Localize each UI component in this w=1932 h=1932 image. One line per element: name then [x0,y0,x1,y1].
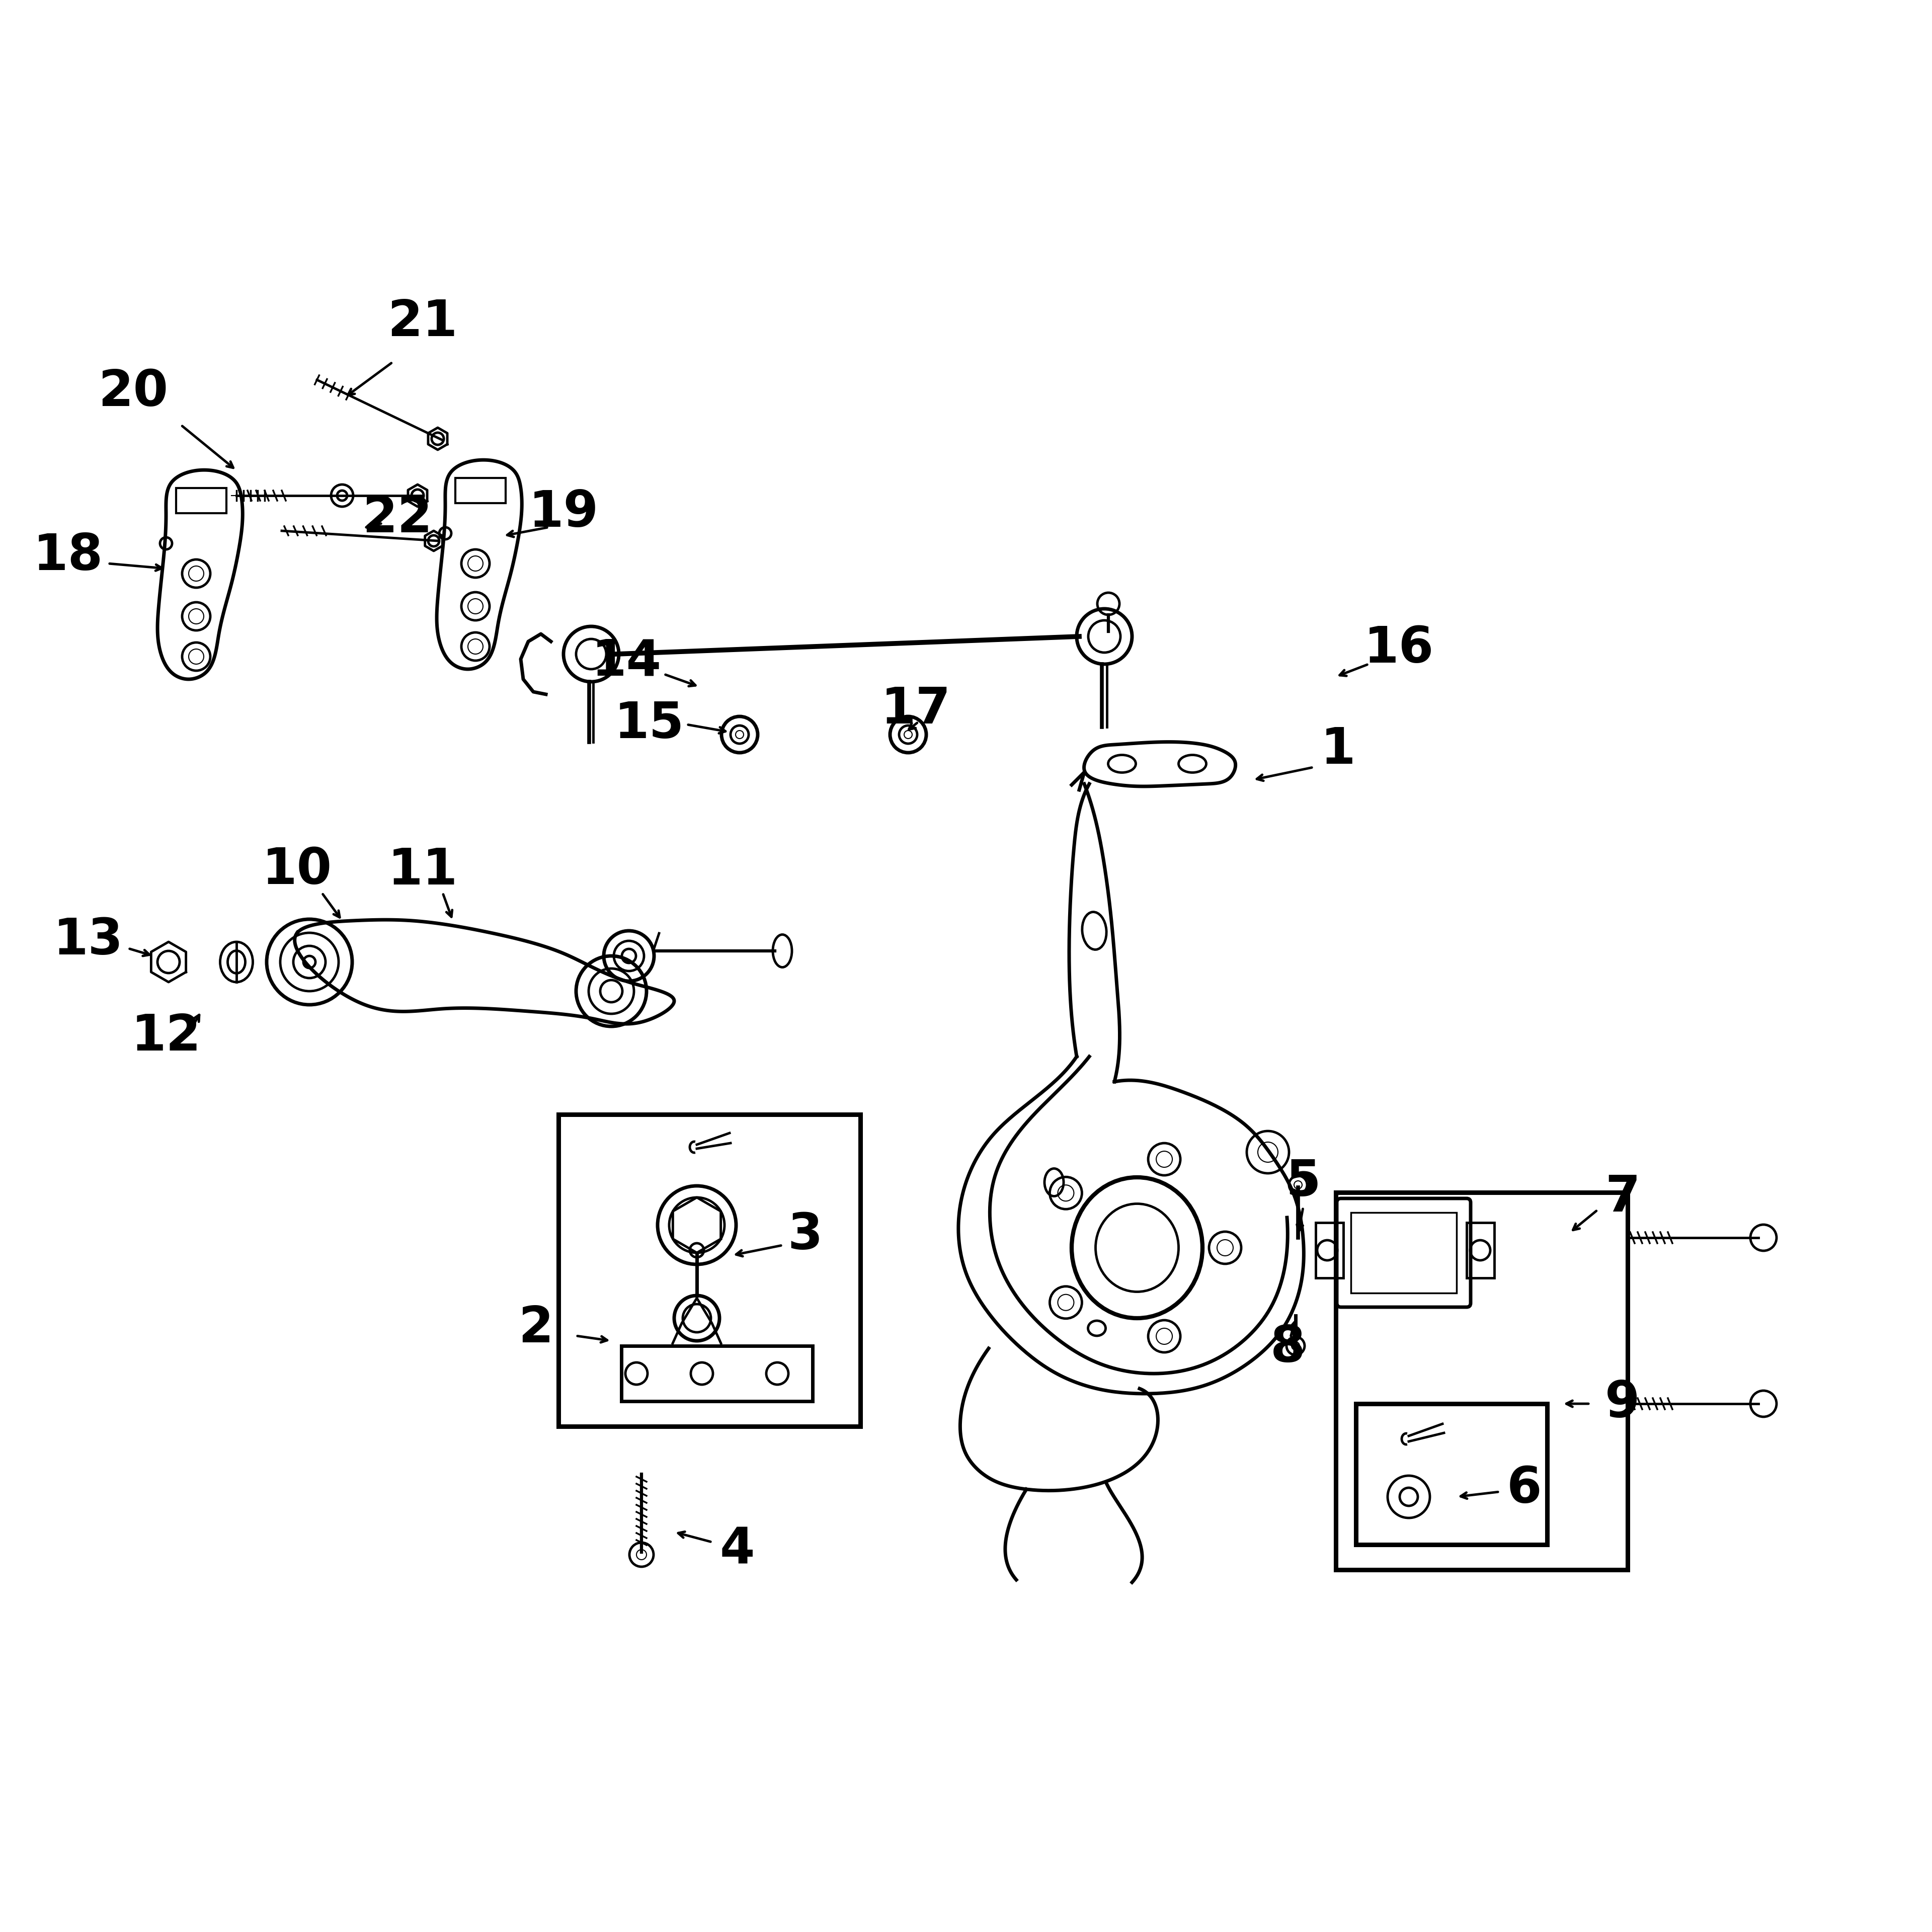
Text: 1: 1 [1321,725,1356,775]
Text: 20: 20 [99,367,168,417]
Text: 13: 13 [52,916,124,966]
Text: 9: 9 [1605,1379,1640,1428]
Text: 16: 16 [1364,624,1434,674]
Text: 18: 18 [33,531,102,580]
Bar [1350,1213,1457,1293]
Text: 8: 8 [1271,1323,1306,1374]
Bar [1466,1223,1493,1277]
Bar [558,1115,860,1426]
Text: 12: 12 [131,1012,201,1061]
Text: 3: 3 [788,1211,823,1260]
Bar [176,489,226,514]
Text: 4: 4 [719,1524,755,1575]
Text: 21: 21 [388,298,458,346]
Text: 2: 2 [518,1304,553,1352]
Text: 10: 10 [263,846,332,895]
Text: 6: 6 [1507,1464,1542,1513]
Text: 17: 17 [881,686,951,734]
Bar [622,1347,813,1401]
Bar [1335,1192,1627,1569]
Text: 5: 5 [1285,1157,1321,1208]
Bar [456,477,506,502]
Text: 22: 22 [363,495,433,543]
Text: 19: 19 [529,489,599,537]
Bar [1316,1223,1343,1277]
Bar [1356,1405,1548,1544]
Text: 7: 7 [1605,1173,1640,1221]
Text: 14: 14 [591,638,661,686]
Text: 11: 11 [388,846,458,895]
Text: 15: 15 [614,699,684,750]
